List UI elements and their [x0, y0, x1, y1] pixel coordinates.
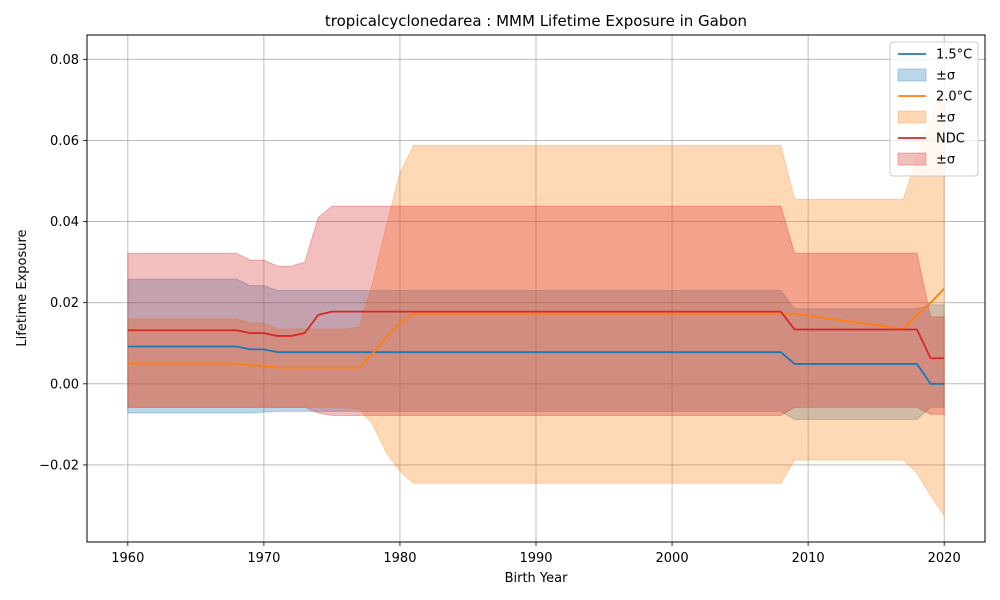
y-axis-label: Lifetime Exposure: [15, 229, 30, 346]
y-tick-label: −0.02: [39, 458, 79, 473]
legend-label-1-5-c: 1.5°C: [936, 48, 972, 63]
chart-title: tropicalcyclonedarea : MMM Lifetime Expo…: [325, 12, 747, 30]
y-tick-label: 0.02: [50, 296, 79, 311]
y-tick-label: 0.00: [50, 377, 79, 392]
line-2-0-c: [127, 287, 945, 369]
x-tick-label: 2010: [792, 551, 825, 566]
legend-swatch-band-ndc: [897, 152, 927, 166]
legend-label-band-2-0-c: ±σ: [936, 111, 955, 126]
x-axis-label: Birth Year: [505, 571, 569, 586]
grid: [87, 35, 985, 542]
x-tick-label: 1980: [383, 551, 416, 566]
legend-swatch-band-1-5-c: [897, 68, 927, 82]
legend-label-band-1-5-c: ±σ: [936, 69, 955, 84]
y-tick-label: 0.06: [50, 134, 79, 149]
line-1-5-c: [127, 345, 945, 385]
legend-label-band-ndc: ±σ: [936, 153, 955, 168]
sigma-bands: [127, 91, 945, 518]
legend-label-2-0-c: 2.0°C: [936, 90, 972, 105]
series-lines: [127, 287, 945, 385]
legend-box: [889, 41, 979, 177]
x-tick-label: 1960: [111, 551, 144, 566]
band-2-0-c: [127, 91, 945, 518]
x-tick-label: 2000: [656, 551, 689, 566]
x-tick-label: 1970: [247, 551, 280, 566]
y-tick-label: 0.08: [50, 53, 79, 68]
y-tick-label: 0.04: [50, 215, 79, 230]
axis-ticks: 1960 1970 1980 1990 2000 2010 2020 −0.02 0.00 0.0…: [39, 53, 961, 566]
legend: 1.5°C ±σ 2.0°C ±σ NDC ±σ: [889, 41, 979, 177]
line-ndc: [127, 310, 945, 360]
x-tick-label: 2020: [928, 551, 961, 566]
x-tick-label: 1990: [519, 551, 552, 566]
legend-swatch-band-2-0-c: [897, 110, 927, 124]
legend-label-ndc: NDC: [936, 132, 965, 147]
